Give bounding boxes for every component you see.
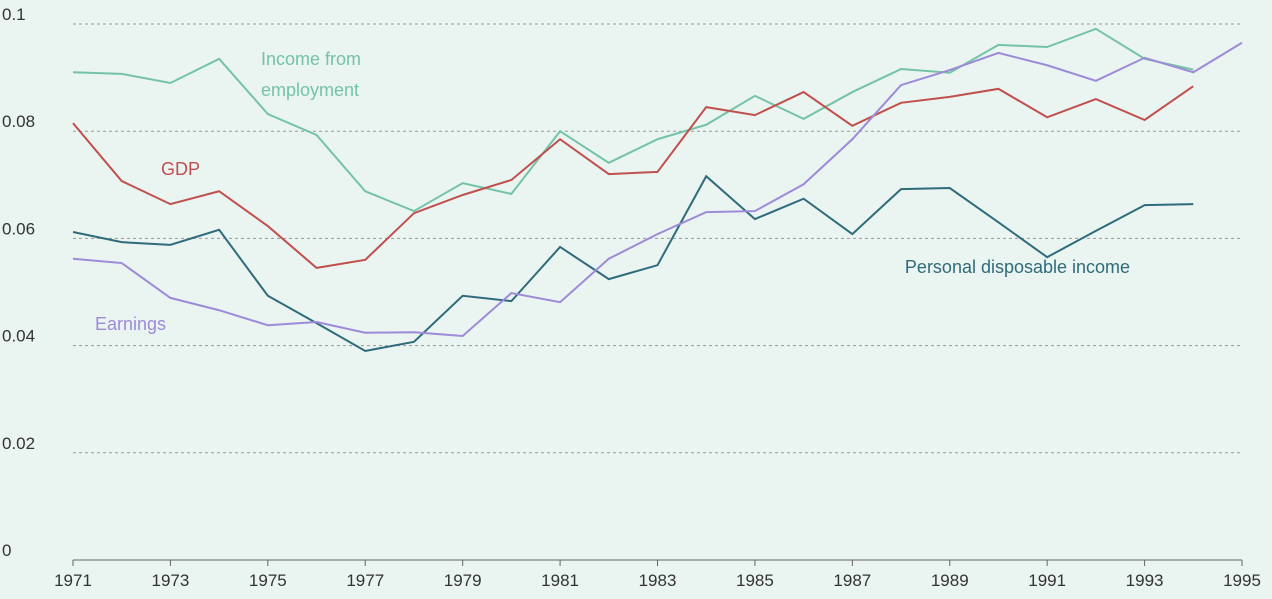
y-tick-label: 0.04 <box>2 327 35 346</box>
series-line <box>72 174 1194 353</box>
x-tick-label: 1977 <box>346 571 384 590</box>
series-label: Income from employment <box>261 49 362 100</box>
series-line <box>72 85 1194 269</box>
series-label: GDP <box>161 159 201 179</box>
y-tick-label: 0.08 <box>2 112 35 131</box>
series-label: Personal disposable income <box>904 257 1131 277</box>
x-tick-label: 1983 <box>639 571 677 590</box>
y-tick-label: 0.1 <box>2 5 26 24</box>
series-line <box>72 41 1243 337</box>
series-label: Earnings <box>95 314 167 334</box>
x-tick-label: 1979 <box>444 571 482 590</box>
y-tick-label: 0.02 <box>2 434 35 453</box>
x-tick-label: 1993 <box>1126 571 1164 590</box>
x-tick-label: 1985 <box>736 571 774 590</box>
x-tick-label: 1987 <box>833 571 871 590</box>
x-tick-label: 1989 <box>931 571 969 590</box>
x-tick-label: 1981 <box>541 571 579 590</box>
y-tick-label: 0.06 <box>2 219 35 238</box>
x-tick-label: 1991 <box>1028 571 1066 590</box>
x-tick-label: 1973 <box>152 571 190 590</box>
y-tick-label: 0 <box>2 541 11 560</box>
x-tick-label: 1971 <box>54 571 92 590</box>
x-tick-label: 1995 <box>1223 571 1261 590</box>
x-tick-label: 1975 <box>249 571 287 590</box>
series-line <box>72 27 1194 213</box>
